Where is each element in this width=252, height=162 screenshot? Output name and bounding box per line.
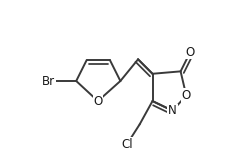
Text: O: O [186,46,195,59]
Text: O: O [93,95,103,108]
Text: N: N [168,104,177,117]
Text: Br: Br [42,75,55,87]
Text: Cl: Cl [121,138,133,151]
Text: O: O [182,89,191,102]
